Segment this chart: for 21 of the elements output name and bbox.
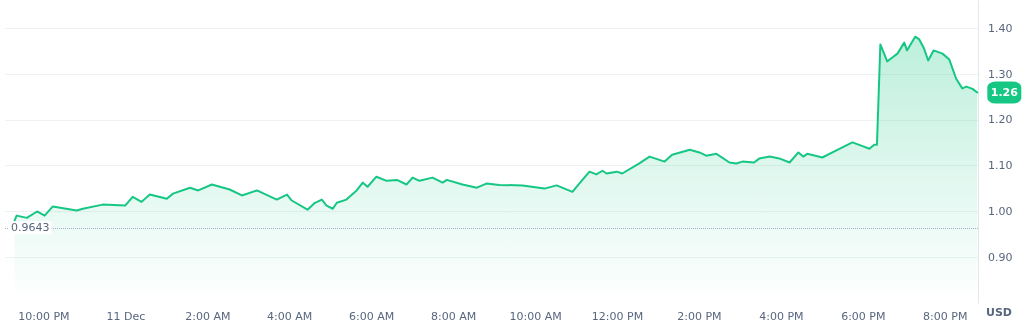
y-tick-label: 1.10 bbox=[988, 159, 1013, 173]
x-tick-label: 4:00 AM bbox=[267, 310, 313, 323]
x-tick-label: 8:00 PM bbox=[923, 310, 968, 323]
x-tick-label: 10:00 AM bbox=[509, 310, 562, 323]
x-tick-label: 6:00 AM bbox=[349, 310, 395, 323]
x-tick-label: 4:00 PM bbox=[759, 310, 804, 323]
annotation: 1.26 bbox=[990, 86, 1019, 100]
y-tick-label: 1.20 bbox=[988, 113, 1013, 127]
ref-line-label: 0.9643 bbox=[11, 221, 50, 235]
x-tick-label: 6:00 PM bbox=[841, 310, 886, 323]
x-tick-label: 10:00 PM bbox=[18, 310, 70, 323]
y-axis-title: USD bbox=[986, 306, 1012, 319]
y-tick-label: 0.90 bbox=[988, 250, 1013, 264]
y-tick-label: 1.00 bbox=[988, 204, 1013, 218]
x-tick-label: 11 Dec bbox=[106, 310, 146, 323]
x-tick-label: 2:00 AM bbox=[185, 310, 231, 323]
x-tick-label: 2:00 PM bbox=[677, 310, 722, 323]
x-tick-label: 12:00 PM bbox=[591, 310, 644, 323]
y-tick-label: 1.30 bbox=[988, 67, 1013, 81]
y-tick-label: 1.40 bbox=[988, 21, 1013, 35]
x-tick-label: 8:00 AM bbox=[430, 310, 477, 323]
